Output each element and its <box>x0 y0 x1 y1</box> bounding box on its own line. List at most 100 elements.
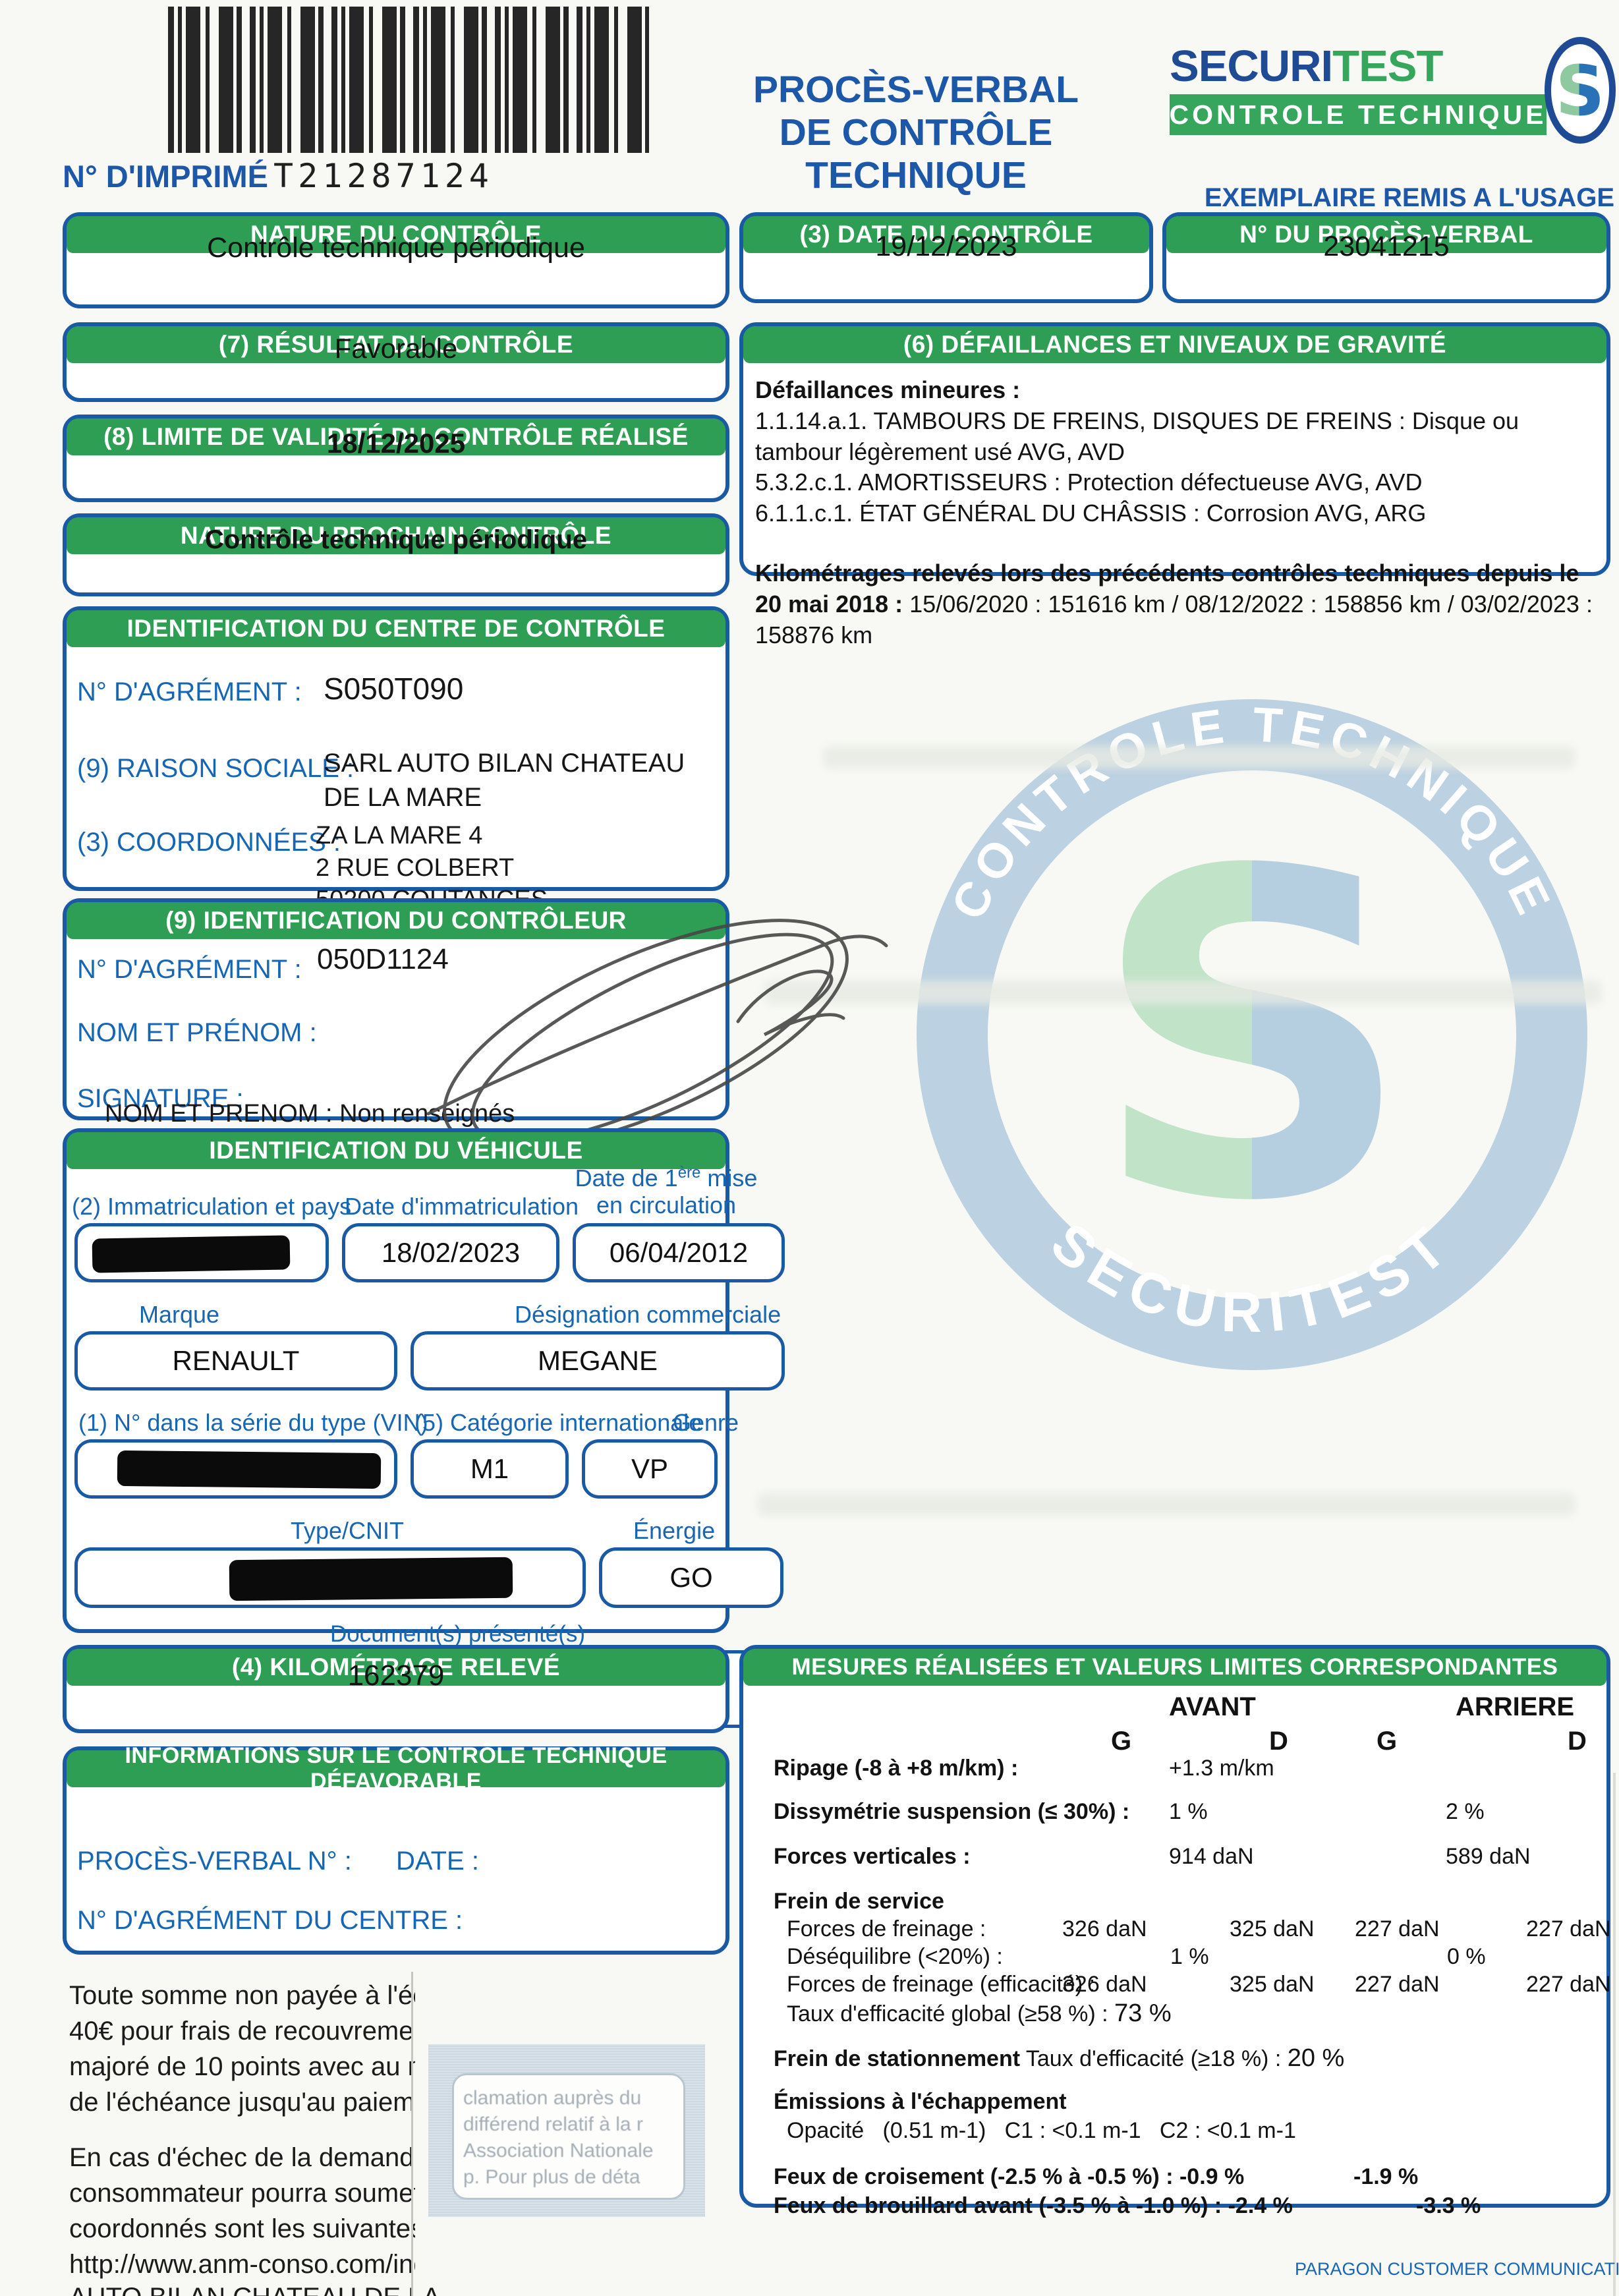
forces-freinage-label: Forces de freinage : <box>787 1916 986 1941</box>
documents-label: Document(s) présenté(s) <box>330 1621 586 1647</box>
section-resultat: (7) RÉSULTAT DU CONTRÔLE Favorable <box>63 322 729 402</box>
defaillances-intro: Défaillances mineures : <box>755 376 1021 403</box>
vin-redaction <box>117 1450 382 1489</box>
section-controleur: (9) IDENTIFICATION DU CONTRÔLEUR N° D'AG… <box>63 898 729 1128</box>
section-prochain-controle: NATURE DU PROCHAIN CONTRÔLE Contrôle tec… <box>63 513 729 596</box>
dissymetrie-avant: 1 % <box>1169 1799 1208 1824</box>
controleur-agrement-value: 050D1124 <box>317 943 449 975</box>
kilometrage-header: (4) KILOMÉTRAGE RELEVÉ <box>67 1649 725 1686</box>
forces-verticales-arriere: 589 daN <box>1446 1844 1531 1869</box>
date-immatriculation-field: 18/02/2023 <box>342 1223 559 1282</box>
emissions-label: Émissions à l'échappement <box>774 2089 1067 2114</box>
genre-field: VP <box>582 1439 718 1499</box>
type-cnit-redaction <box>229 1557 513 1601</box>
forces-verticales-label: Forces verticales : <box>774 1844 971 1869</box>
forces-efficacite-v3: 227 daN <box>1355 1972 1440 1997</box>
frein-stationnement-label: Frein de stationnement <box>774 2046 1021 2071</box>
forces-efficacite-v2: 325 daN <box>1230 1972 1315 1997</box>
centre-address-line: ZA LA MARE 4 <box>316 822 483 849</box>
defavorable-header: INFORMATIONS SUR LE CONTRÔLE TECHNIQUE D… <box>67 1743 725 1794</box>
sticker-text-line: p. Pour plus de déta <box>463 2166 640 2188</box>
securitest-logo: SECURITEST CONTROLE TECHNIQUE <box>1170 41 1612 135</box>
centre-agrement-value: S050T090 <box>324 672 464 706</box>
date-immatriculation-label: Date d'immatriculation <box>345 1193 579 1220</box>
svg-text:SECURITEST: SECURITEST <box>1039 1211 1464 1344</box>
col-d-avant: D <box>1269 1727 1288 1756</box>
kilometrage-value: 162379 <box>347 1659 445 1692</box>
dissymetrie-arriere: 2 % <box>1446 1799 1485 1824</box>
page-right-edge <box>1613 1773 1616 2296</box>
legal-text-line: consommateur pourra soumet <box>69 2179 415 2208</box>
col-arriere: ARRIERE <box>1456 1692 1575 1721</box>
legal-text-line: AUTO BILAN CHATEAU DE LA <box>69 2283 438 2296</box>
section-kilometrage: (4) KILOMÉTRAGE RELEVÉ 162379 <box>63 1645 729 1733</box>
designation-label: Désignation commerciale <box>515 1301 781 1328</box>
securitest-wordmark: SECURITEST <box>1170 41 1612 92</box>
s-logo-icon: S <box>1545 37 1616 144</box>
defaillance-item: 1.1.14.a.1. TAMBOURS DE FREINS, DISQUES … <box>755 407 1520 465</box>
feux-croisement-v2: -1.9 % <box>1353 2164 1419 2189</box>
marque-label: Marque <box>139 1301 220 1328</box>
signature-icon <box>426 919 888 1151</box>
mesure-forces-freinage: Forces de freinage : 326 daN 325 daN 227… <box>787 1916 1611 1942</box>
kilometrages-paragraph: Kilométrages relevés lors des précédents… <box>755 558 1597 650</box>
immatriculation-field <box>74 1223 329 1282</box>
frein-stationnement-value: 20 % <box>1287 2044 1345 2072</box>
wordmark-part2: TEST <box>1332 42 1443 91</box>
section-mesures: MESURES RÉALISÉES ET VALEURS LIMITES COR… <box>739 1645 1611 2218</box>
mise-label-sup: ère <box>677 1164 701 1182</box>
mesure-taux-global: Taux d'efficacité global (≥58 %) : 73 % <box>787 1999 1596 2028</box>
print-number-value: T21287124 <box>273 157 494 195</box>
watermark-s-letter: S <box>1091 778 1413 1299</box>
mise-label-part1: Date de 1 <box>575 1164 678 1191</box>
energie-field: GO <box>599 1547 783 1608</box>
type-cnit-field <box>74 1547 586 1608</box>
section-limite-validite: (8) LIMITE DE VALIDITÉ DU CONTRÔLE RÉALI… <box>63 415 729 502</box>
numero-pv-header: N° DU PROCÈS-VERBAL <box>1166 216 1606 253</box>
feux-croisement-label: Feux de croisement (-2.5 % à -0.5 %) : -… <box>774 2164 1245 2189</box>
copy-notice: EXEMPLAIRE REMIS A L'USAGE <box>1204 183 1614 212</box>
col-g-avant: G <box>1111 1727 1132 1756</box>
forces-freinage-v4: 227 daN <box>1526 1916 1611 1941</box>
limite-validite-value: 18/12/2025 <box>326 428 466 459</box>
forces-efficacite-v1: 326 daN <box>1062 1972 1147 1997</box>
defavorable-agrement-label: N° D'AGRÉMENT DU CENTRE : <box>77 1906 463 1935</box>
forces-freinage-v1: 326 daN <box>1062 1916 1147 1941</box>
centre-agrement-label: N° D'AGRÉMENT : <box>77 677 302 706</box>
mesure-dissymetrie: Dissymétrie suspension (≤ 30%) : 1 % 2 % <box>774 1799 1596 1825</box>
controleur-nom-label: NOM ET PRÉNOM : <box>77 1018 317 1047</box>
mesure-frein-stationnement: Frein de stationnement Taux d'efficacité… <box>774 2044 1596 2073</box>
defavorable-pv-label: PROCÈS-VERBAL N° : <box>77 1847 352 1876</box>
mise-label-part3: en circulation <box>596 1191 737 1219</box>
section-numero-pv: N° DU PROCÈS-VERBAL 23041215 <box>1162 212 1610 303</box>
mesure-forces-efficacite: Forces de freinage (efficacité) : 326 da… <box>787 1972 1611 1997</box>
mesure-forces-verticales: Forces verticales : 914 daN 589 daN <box>774 1844 1596 1870</box>
bleed-through-line <box>824 746 1575 768</box>
ripage-label: Ripage (-8 à +8 m/km) : <box>774 1756 1019 1781</box>
section-centre-controle: IDENTIFICATION DU CENTRE DE CONTRÔLE N° … <box>63 606 729 946</box>
legal-text-line: majoré de 10 points avec au m <box>69 2052 415 2081</box>
print-number-label: N° D'IMPRIMÉ T21287124 <box>63 157 494 195</box>
forces-efficacite-v4: 227 daN <box>1526 1972 1611 1997</box>
centre-header: IDENTIFICATION DU CENTRE DE CONTRÔLE <box>67 610 725 647</box>
categorie-field: M1 <box>411 1439 569 1499</box>
section-controle-defavorable: INFORMATIONS SUR LE CONTRÔLE TECHNIQUE D… <box>63 1743 729 1955</box>
section-defaillances: (6) DÉFAILLANCES ET NIVEAUX DE GRAVITÉ D… <box>739 322 1610 648</box>
controleur-signature-label: SIGNATURE : <box>77 1084 244 1113</box>
section-vehicule: IDENTIFICATION DU VÉHICULE (2) Immatricu… <box>63 1128 785 1728</box>
col-d-arriere: D <box>1568 1727 1587 1756</box>
prochain-controle-value: Contrôle technique périodique <box>204 525 588 554</box>
controleur-header: (9) IDENTIFICATION DU CONTRÔLEUR <box>67 902 725 939</box>
frein-service-label: Frein de service <box>774 1889 944 1914</box>
sticker-text-line: différend relatif à la r <box>463 2113 643 2135</box>
resultat-header: (7) RÉSULTAT DU CONTRÔLE <box>67 326 725 363</box>
brand-tagline-bar: CONTROLE TECHNIQUE <box>1170 94 1547 135</box>
vehicule-header: IDENTIFICATION DU VÉHICULE <box>67 1132 725 1169</box>
wordmark-part1: SECURI <box>1170 42 1333 91</box>
forces-verticales-avant: 914 daN <box>1169 1844 1254 1869</box>
vin-field <box>74 1439 397 1499</box>
overlapping-sheet-patch: clamation auprès du différend relatif à … <box>428 2044 705 2217</box>
sticker-text-line: Association Nationale <box>463 2140 654 2162</box>
centre-raison-value: SARL AUTO BILAN CHATEAU DE LA MARE <box>324 749 685 812</box>
